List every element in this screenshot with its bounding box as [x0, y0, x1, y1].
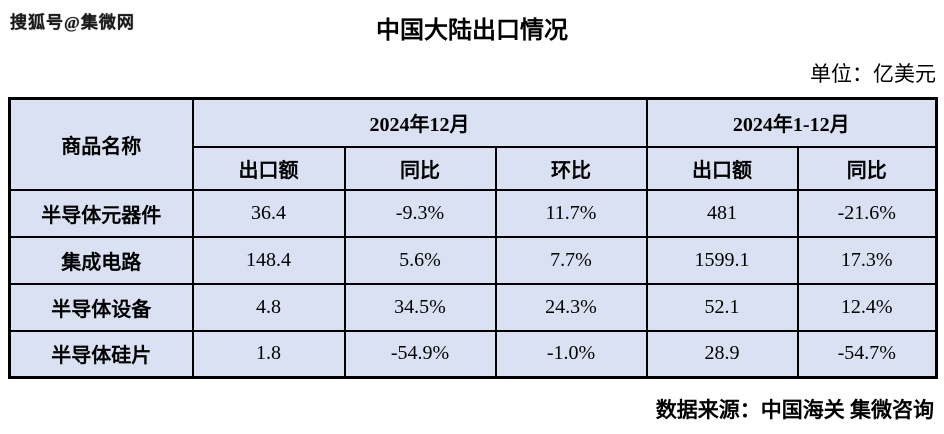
unit-label: 单位：亿美元	[810, 62, 936, 86]
table-header-group-row: 商品名称 2024年12月 2024年1-12月	[8, 97, 938, 191]
cell-value: -9.3%	[343, 188, 497, 238]
cell-value: 12.4%	[796, 282, 938, 332]
row-label: 集成电路	[8, 235, 194, 285]
column-header-export-value-dec: 出口额	[191, 145, 346, 191]
cell-value: 7.7%	[494, 235, 648, 285]
cell-value: 34.5%	[343, 282, 497, 332]
table-header-sub-row: 出口额 同比 环比 出口额 同比	[10, 145, 938, 191]
cell-value: 17.3%	[796, 235, 938, 285]
column-header-yoy-ytd: 同比	[796, 145, 938, 191]
export-data-table: 商品名称 2024年12月 2024年1-12月 出口额 同比 环比 出口额 同…	[8, 97, 939, 379]
column-header-export-value-ytd: 出口额	[645, 145, 799, 191]
cell-value: -54.9%	[343, 329, 497, 379]
watermark-sohu-jiweiwang: 搜狐号@集微网	[10, 13, 135, 32]
cell-value: -21.6%	[796, 188, 938, 238]
table-row: 半导体硅片 1.8 -54.9% -1.0% 28.9 -54.7%	[8, 329, 938, 379]
page-title: 中国大陆出口情况	[376, 18, 568, 44]
column-header-product-name: 商品名称	[8, 97, 194, 191]
column-header-yoy-dec: 同比	[343, 145, 497, 191]
cell-value: 148.4	[191, 235, 346, 285]
cell-value: 24.3%	[494, 282, 648, 332]
cell-value: 28.9	[645, 329, 799, 379]
cell-value: 36.4	[191, 188, 346, 238]
cell-value: -54.7%	[796, 329, 938, 379]
table-row: 半导体元器件 36.4 -9.3% 11.7% 481 -21.6%	[8, 188, 938, 238]
data-source-label: 数据来源：中国海关 集微咨询	[655, 398, 934, 422]
row-label: 半导体设备	[8, 282, 194, 332]
column-header-mom-dec: 环比	[494, 145, 648, 191]
cell-value: 5.6%	[343, 235, 497, 285]
cell-value: 1.8	[191, 329, 346, 379]
cell-value: 11.7%	[494, 188, 648, 238]
table-row: 半导体设备 4.8 34.5% 24.3% 52.1 12.4%	[8, 282, 938, 332]
column-group-2024-12: 2024年12月	[191, 97, 648, 148]
table-row: 集成电路 148.4 5.6% 7.7% 1599.1 17.3%	[8, 235, 938, 285]
cell-value: -1.0%	[494, 329, 648, 379]
column-group-2024-1-12: 2024年1-12月	[645, 97, 938, 148]
cell-value: 4.8	[191, 282, 346, 332]
row-label: 半导体硅片	[8, 329, 194, 379]
cell-value: 52.1	[645, 282, 799, 332]
cell-value: 1599.1	[645, 235, 799, 285]
cell-value: 481	[645, 188, 799, 238]
row-label: 半导体元器件	[8, 188, 194, 238]
